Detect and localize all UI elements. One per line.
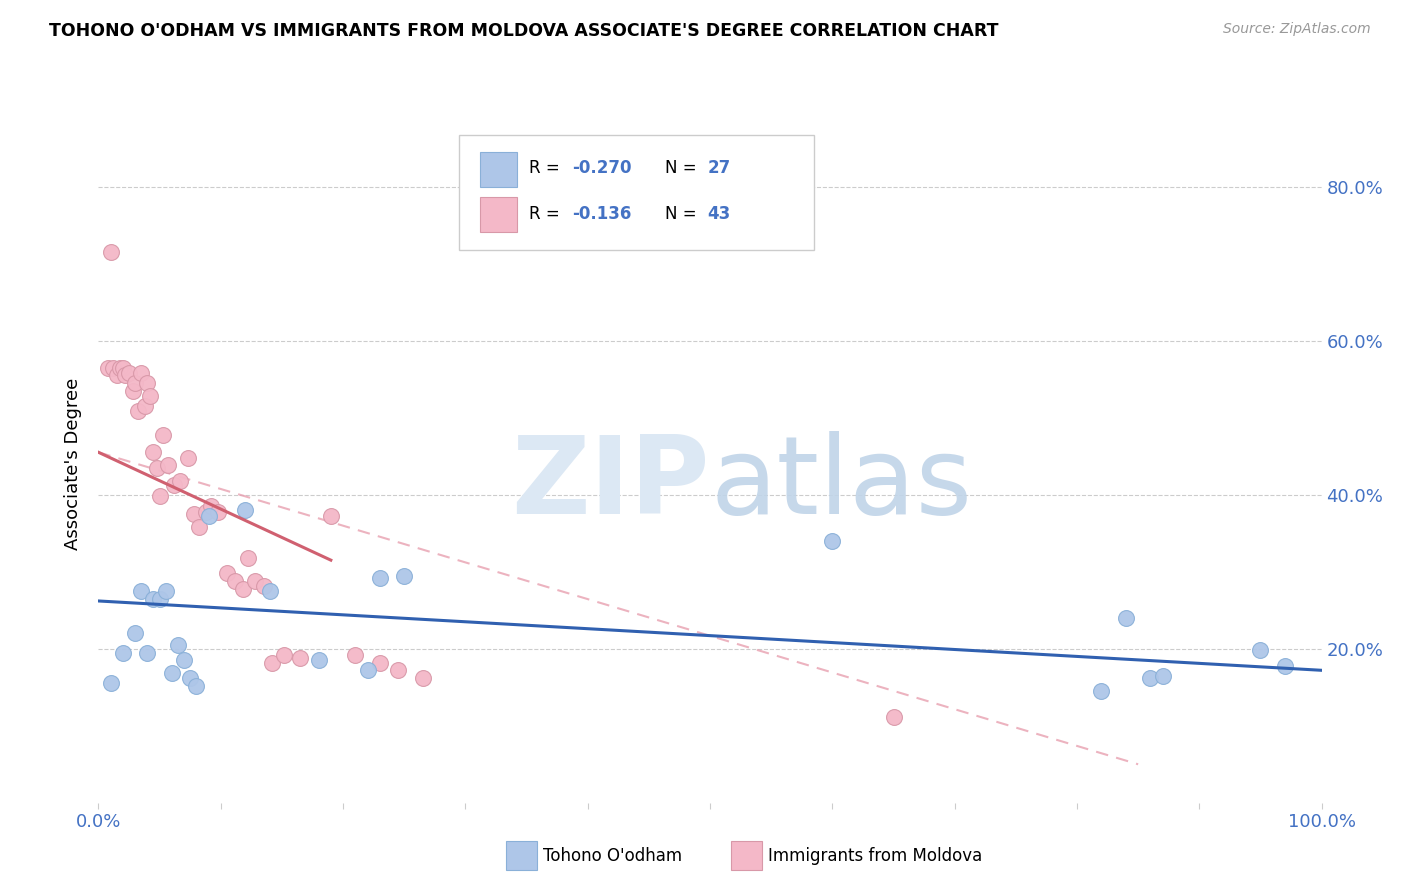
Point [1115,611,1137,625]
Point [129,583,152,598]
Text: R =: R = [529,205,565,223]
Point [101,360,124,375]
Point [142,591,165,606]
Point [1249,643,1271,657]
Point [129,366,152,380]
Point [883,709,905,723]
Text: Tohono O'odham: Tohono O'odham [543,847,682,865]
Point [1139,671,1161,685]
Point [1274,658,1296,673]
FancyBboxPatch shape [479,197,517,232]
Point [179,671,201,685]
Point [127,404,149,418]
Point [136,376,159,390]
Point [368,656,391,670]
Text: TOHONO O'ODHAM VS IMMIGRANTS FROM MOLDOVA ASSOCIATE'S DEGREE CORRELATION CHART: TOHONO O'ODHAM VS IMMIGRANTS FROM MOLDOV… [49,22,998,40]
Point [200,500,222,514]
Y-axis label: Associate's Degree: Associate's Degree [65,377,83,550]
Point [186,679,208,693]
Point [142,445,165,459]
Point [100,676,122,690]
Point [252,578,274,592]
Text: -0.270: -0.270 [572,160,631,178]
Point [233,503,256,517]
Point [121,384,143,398]
Point [124,626,146,640]
Point [224,574,246,588]
Point [146,460,169,475]
Point [232,582,254,596]
Point [387,663,409,677]
Point [111,646,134,660]
Text: N =: N = [665,160,702,178]
Point [243,574,266,588]
Point [149,591,172,606]
Text: Source: ZipAtlas.com: Source: ZipAtlas.com [1223,22,1371,37]
Point [124,376,146,390]
Point [169,474,191,488]
Text: 27: 27 [707,160,731,178]
Point [259,583,281,598]
Point [155,583,177,598]
Point [392,568,416,582]
Text: ZIP: ZIP [512,431,710,537]
Point [356,663,378,677]
Point [412,671,434,685]
FancyBboxPatch shape [479,152,517,187]
Point [167,638,190,652]
Point [344,648,367,662]
Point [215,566,238,581]
Point [183,507,205,521]
Point [821,533,844,548]
Point [207,505,229,519]
Point [1152,669,1174,683]
Point [236,550,259,565]
Point [97,360,120,375]
Point [111,360,134,375]
Text: R =: R = [529,160,565,178]
Point [118,366,141,380]
Text: -0.136: -0.136 [572,205,631,223]
Point [134,399,156,413]
Point [157,458,180,473]
Text: Immigrants from Moldova: Immigrants from Moldova [768,847,981,865]
Point [149,489,172,503]
Point [163,478,186,492]
Point [173,653,195,667]
Point [136,646,159,660]
Point [1090,684,1112,698]
Point [187,520,209,534]
Point [160,666,183,681]
Point [110,360,132,375]
Point [105,368,128,383]
Point [273,648,295,662]
Point [114,368,136,383]
Text: atlas: atlas [710,431,972,537]
Point [290,651,312,665]
Point [319,509,342,524]
Point [197,509,219,524]
Point [139,389,162,403]
Text: N =: N = [665,205,702,223]
Point [177,450,200,465]
Text: 43: 43 [707,205,731,223]
Point [262,656,284,670]
Point [308,653,330,667]
FancyBboxPatch shape [460,135,814,251]
Point [195,505,218,519]
Point [100,244,122,259]
Point [368,571,391,585]
Point [152,427,174,442]
